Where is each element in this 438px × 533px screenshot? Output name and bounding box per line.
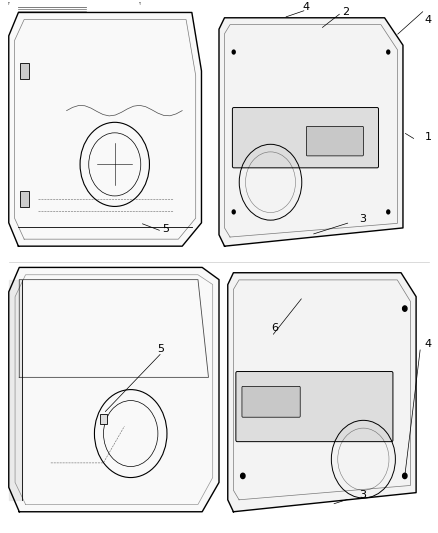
FancyBboxPatch shape — [233, 108, 378, 168]
Circle shape — [403, 473, 407, 479]
Text: 6: 6 — [272, 323, 279, 333]
Polygon shape — [219, 18, 403, 246]
Circle shape — [240, 473, 245, 479]
Text: 1: 1 — [425, 132, 432, 142]
Circle shape — [232, 209, 236, 215]
Circle shape — [403, 306, 407, 311]
Circle shape — [386, 50, 390, 55]
Polygon shape — [9, 268, 219, 512]
Polygon shape — [228, 273, 416, 512]
Text: 4: 4 — [425, 339, 432, 349]
Text: 3: 3 — [359, 214, 366, 224]
Text: 4: 4 — [302, 2, 309, 12]
FancyBboxPatch shape — [242, 386, 300, 417]
Bar — [20, 191, 28, 207]
FancyBboxPatch shape — [307, 126, 364, 156]
Bar — [100, 414, 107, 424]
Circle shape — [386, 209, 390, 215]
Text: 5: 5 — [162, 224, 169, 234]
Text: 3: 3 — [359, 490, 366, 500]
Polygon shape — [9, 12, 201, 246]
Text: 2: 2 — [342, 7, 349, 17]
FancyBboxPatch shape — [236, 372, 393, 442]
Text: 5: 5 — [158, 344, 165, 354]
Text: 4: 4 — [425, 15, 432, 25]
Circle shape — [232, 50, 236, 55]
Bar — [20, 63, 28, 79]
